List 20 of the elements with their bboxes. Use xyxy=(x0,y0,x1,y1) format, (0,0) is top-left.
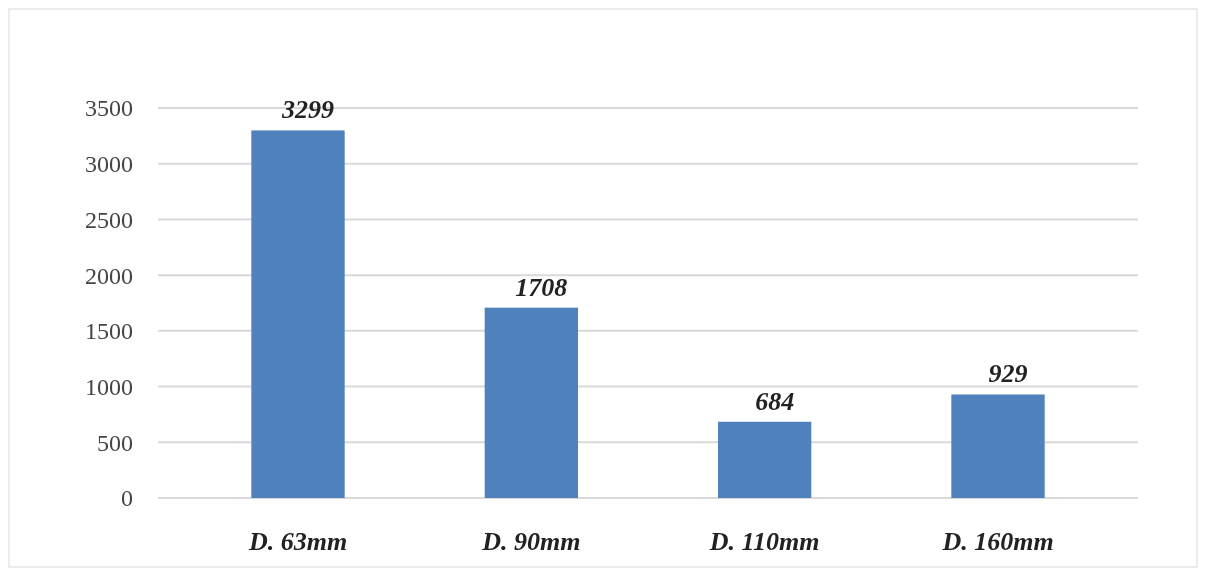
x-tick-label: D. 160mm xyxy=(941,527,1054,556)
y-tick-label: 3500 xyxy=(85,95,133,122)
x-tick-label: D. 63mm xyxy=(247,527,348,556)
y-tick-label: 500 xyxy=(97,429,133,456)
bar xyxy=(484,307,578,498)
y-tick-label: 2000 xyxy=(85,262,133,289)
y-tick-label: 1000 xyxy=(85,373,133,400)
data-label: 1708 xyxy=(515,272,568,302)
bar xyxy=(251,130,345,498)
data-label: 3299 xyxy=(281,95,334,125)
y-tick-label: 1500 xyxy=(85,318,133,345)
data-label: 929 xyxy=(988,359,1028,389)
bar xyxy=(951,394,1045,498)
y-tick-label: 0 xyxy=(121,485,133,512)
bar xyxy=(718,421,812,498)
data-label: 684 xyxy=(755,386,795,416)
y-tick-label: 3000 xyxy=(85,151,133,178)
y-tick-label: 2500 xyxy=(85,206,133,233)
x-tick-label: D. 90mm xyxy=(481,527,581,556)
x-tick-label: D. 110mm xyxy=(708,527,820,556)
